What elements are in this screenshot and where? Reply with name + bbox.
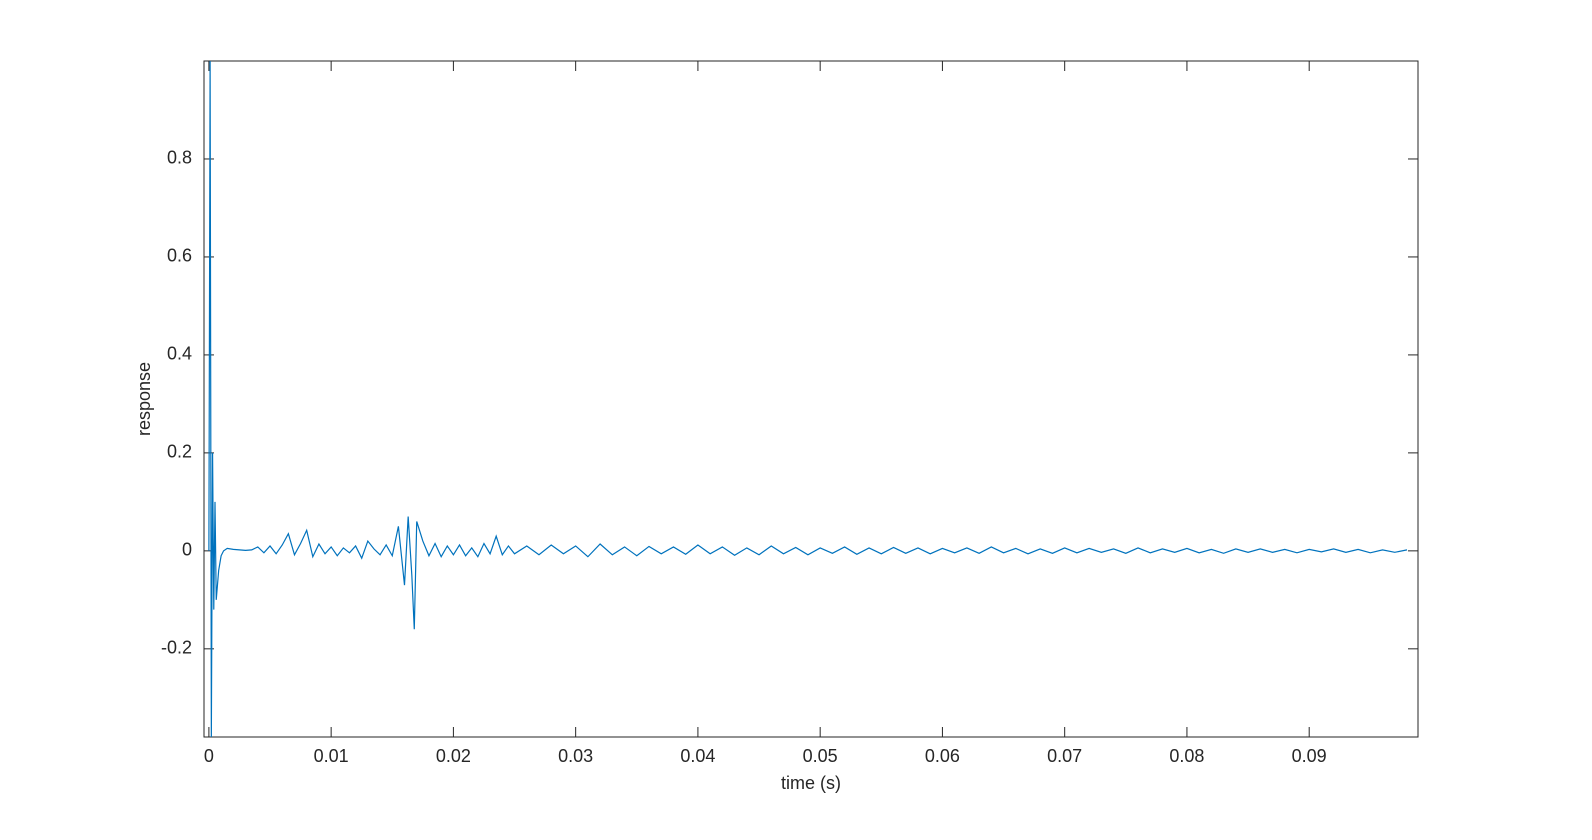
series-line	[208, 61, 1408, 737]
x-tick-label: 0.09	[1292, 746, 1327, 766]
y-tick-label: 0.6	[167, 246, 192, 266]
x-tick-label: 0.03	[558, 746, 593, 766]
x-axis-label: time (s)	[781, 773, 841, 793]
x-tick-label: 0.08	[1169, 746, 1204, 766]
x-tick-label: 0.02	[436, 746, 471, 766]
y-tick-label: -0.2	[161, 638, 192, 658]
x-tick-label: 0.04	[680, 746, 715, 766]
x-tick-label: 0	[204, 746, 214, 766]
x-tick-label: 0.06	[925, 746, 960, 766]
plot-area	[203, 60, 1419, 738]
y-tick-label: 0.2	[167, 442, 192, 462]
x-tick-label: 0.07	[1047, 746, 1082, 766]
y-axis-label: response	[134, 362, 154, 436]
x-tick-label: 0.01	[314, 746, 349, 766]
x-tick-label: 0.05	[803, 746, 838, 766]
plot-lines	[208, 61, 1408, 737]
y-tick-label: 0.4	[167, 344, 192, 364]
y-tick-label: 0	[182, 540, 192, 560]
y-tick-label: 0.8	[167, 148, 192, 168]
